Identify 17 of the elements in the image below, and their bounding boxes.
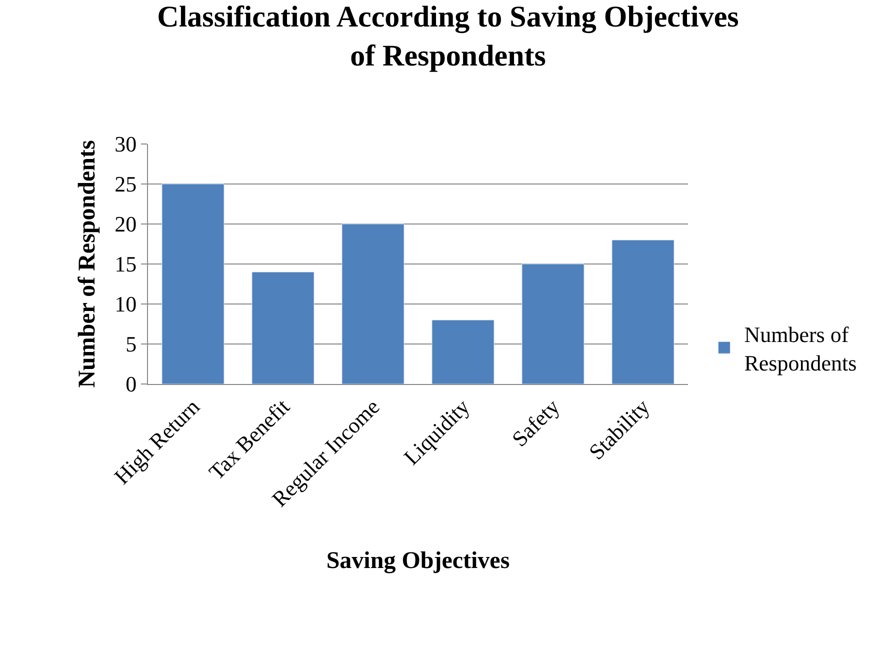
bar (612, 240, 674, 384)
bar (522, 264, 584, 384)
y-tick-label: 10 (114, 292, 137, 317)
legend-label: Numbers of Respondents (744, 322, 857, 376)
x-axis-title: Saving Objectives (326, 548, 510, 574)
bar (252, 272, 314, 384)
bar (162, 184, 224, 384)
y-tick-label: 25 (114, 172, 137, 197)
y-axis-title: Number of Respondents (74, 140, 101, 388)
y-tick-label: 5 (126, 332, 137, 357)
bar (432, 320, 494, 384)
y-tick-label: 20 (114, 212, 137, 237)
y-tick-label: 0 (126, 372, 137, 397)
chart-title: Classification According to Saving Objectives of Respondents (157, 0, 739, 72)
y-tick-label: 15 (114, 252, 137, 277)
y-tick-label: 30 (114, 132, 137, 157)
bar (342, 224, 404, 384)
